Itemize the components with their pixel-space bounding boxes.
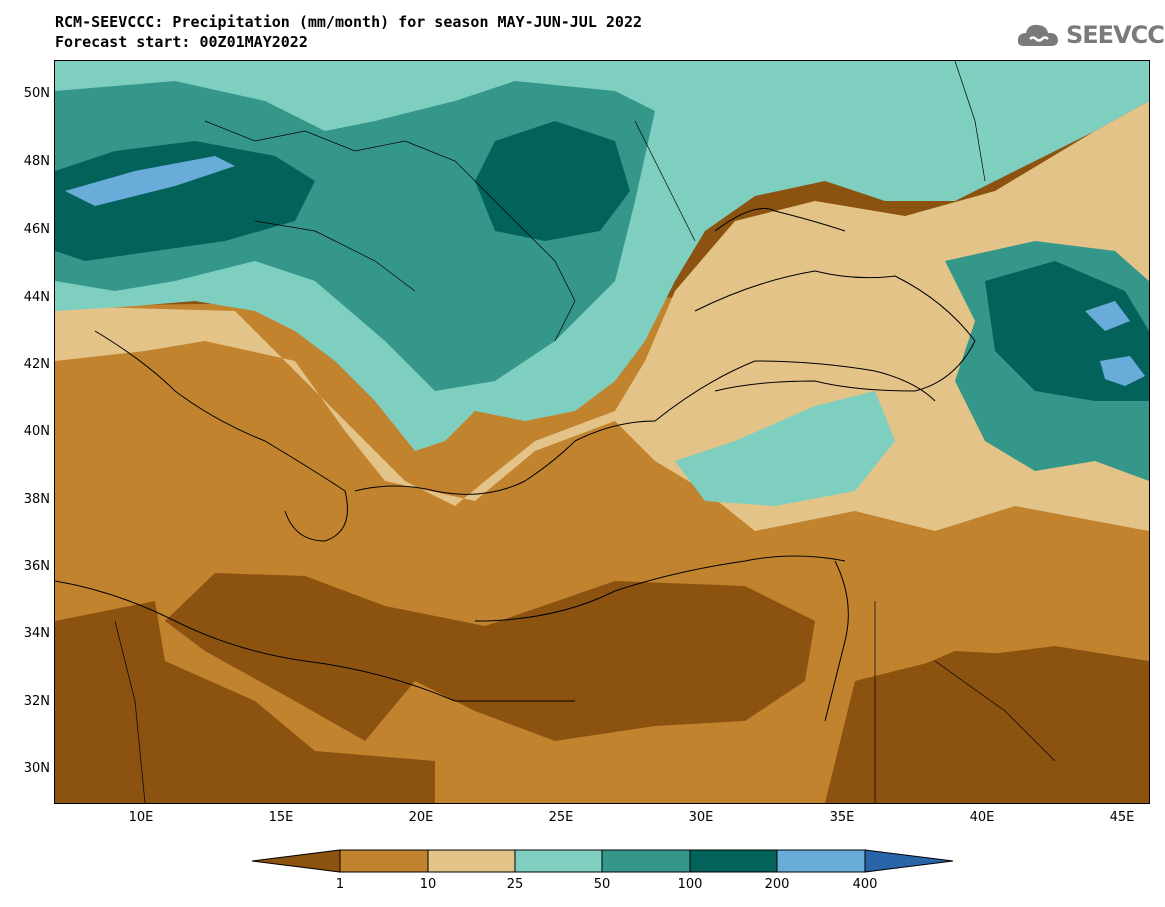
field-wet-dark-carpathians xyxy=(475,121,630,241)
lat-label: 42N xyxy=(23,357,50,372)
coastlines xyxy=(55,208,976,722)
colorbar-cell-200-400 xyxy=(776,849,866,873)
lat-label: 50N xyxy=(23,86,50,101)
colorbar-cell-below-1 xyxy=(251,849,341,873)
lat-label: 40N xyxy=(23,424,50,439)
precipitation-map xyxy=(54,60,1150,804)
logo-text: SEEVCCC xyxy=(1066,21,1165,49)
colorbar-label: 200 xyxy=(764,877,790,892)
lon-label: 10E xyxy=(128,810,154,825)
field-wet-light-anatolia xyxy=(675,391,895,506)
lat-label: 36N xyxy=(23,559,50,574)
colorbar-label: 50 xyxy=(593,877,611,892)
lon-label: 45E xyxy=(1109,810,1135,825)
colorbar-label: 100 xyxy=(677,877,703,892)
lat-label: 38N xyxy=(23,492,50,507)
seevccc-logo: SEEVCCC xyxy=(1016,20,1165,50)
lat-label: 34N xyxy=(23,626,50,641)
field-wet-max-caucasus xyxy=(1085,301,1130,331)
colorbar-label: 25 xyxy=(506,877,524,892)
lon-label: 30E xyxy=(688,810,714,825)
map-canvas xyxy=(55,61,1149,803)
colorbar-cell-25-50 xyxy=(514,849,603,873)
colorbar-label: 1 xyxy=(335,877,345,892)
colorbar-label: 400 xyxy=(852,877,878,892)
colorbar-cell-above-400 xyxy=(864,849,954,873)
lon-label: 25E xyxy=(548,810,574,825)
colorbar-cell-100-200 xyxy=(689,849,778,873)
field-dry-dark-core xyxy=(165,573,815,741)
field-dry-dark-east xyxy=(825,646,1149,803)
field-wet-max-caucasus-2 xyxy=(1100,356,1145,386)
lat-label: 46N xyxy=(23,222,50,237)
lat-label: 30N xyxy=(23,761,50,776)
colorbar-cell-50-100 xyxy=(601,849,691,873)
borders xyxy=(114,61,1056,803)
field-wet-dark-alps xyxy=(55,141,315,261)
colorbar-cell-10-25 xyxy=(427,849,516,873)
lon-label: 20E xyxy=(408,810,434,825)
colorbar-cell-1-10 xyxy=(339,849,429,873)
lon-label: 40E xyxy=(969,810,995,825)
title-line-2: Forecast start: 00Z01MAY2022 xyxy=(55,33,308,51)
lon-label: 35E xyxy=(829,810,855,825)
lat-label: 44N xyxy=(23,290,50,305)
field-wet-max-alps xyxy=(65,156,235,206)
colorbar xyxy=(251,849,954,873)
colorbar-label: 10 xyxy=(419,877,437,892)
map-title: RCM-SEEVCCC: Precipitation (mm/month) fo… xyxy=(55,12,642,52)
cloud-logo-icon xyxy=(1017,24,1058,46)
lat-label: 48N xyxy=(23,154,50,169)
title-line-1: RCM-SEEVCCC: Precipitation (mm/month) fo… xyxy=(55,13,642,31)
lon-label: 15E xyxy=(268,810,294,825)
lat-label: 32N xyxy=(23,694,50,709)
